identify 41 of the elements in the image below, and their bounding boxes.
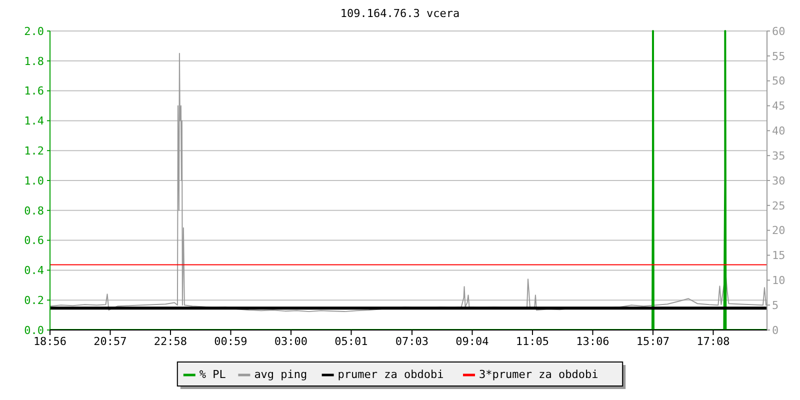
x-tick-label: 15:07	[636, 335, 670, 348]
x-tick-label: 22:58	[154, 335, 188, 348]
x-tick-label: 09:04	[456, 335, 490, 348]
y-tick-label: 0.0	[24, 324, 44, 337]
x-tick-label: 13:06	[576, 335, 610, 348]
y-tick-label: 1.0	[24, 174, 44, 188]
y-tick-label: 1.6	[24, 84, 44, 98]
x-tick-label: 11:05	[516, 335, 550, 348]
y-tick-label: 0.6	[24, 234, 44, 248]
y-tick-label: 1.4	[24, 114, 44, 128]
y2-tick-label: 20	[772, 224, 786, 238]
legend-label: % PL	[199, 368, 226, 381]
y-tick-label: 1.2	[24, 144, 44, 158]
chart-title: 109.164.76.3 vcera	[340, 7, 460, 20]
y-tick-label: 2.0	[24, 24, 44, 38]
y2-tick-label: 45	[772, 100, 786, 113]
legend-label: prumer za obdobi	[338, 368, 444, 381]
x-tick-label: 20:57	[94, 335, 127, 348]
y2-tick-label: 10	[772, 274, 786, 288]
y2-tick-label: 0	[772, 324, 779, 337]
legend-label: avg ping	[254, 368, 308, 381]
x-tick-label: 17:08	[696, 335, 730, 348]
y2-tick-label: 40	[772, 124, 786, 138]
x-tick-label: 00:59	[214, 335, 248, 348]
y2-tick-label: 25	[772, 199, 786, 212]
y2-tick-label: 35	[772, 149, 786, 162]
legend-label: 3*prumer za obdobi	[479, 368, 598, 381]
x-tick-label: 05:01	[334, 335, 368, 348]
y-tick-label: 0.4	[24, 264, 44, 278]
x-tick-label: 18:56	[33, 335, 67, 348]
x-tick-label: 03:00	[274, 335, 308, 348]
y2-tick-label: 50	[772, 74, 786, 88]
y2-tick-label: 55	[772, 50, 786, 63]
y2-tick-label: 5	[772, 298, 779, 312]
y2-tick-label: 60	[772, 24, 786, 38]
y2-tick-label: 30	[772, 174, 786, 188]
x-tick-label: 07:03	[395, 335, 429, 348]
y-tick-label: 0.8	[24, 204, 44, 218]
y2-tick-label: 15	[772, 249, 786, 262]
y-tick-label: 1.8	[24, 54, 44, 68]
y-tick-label: 0.2	[24, 294, 44, 307]
